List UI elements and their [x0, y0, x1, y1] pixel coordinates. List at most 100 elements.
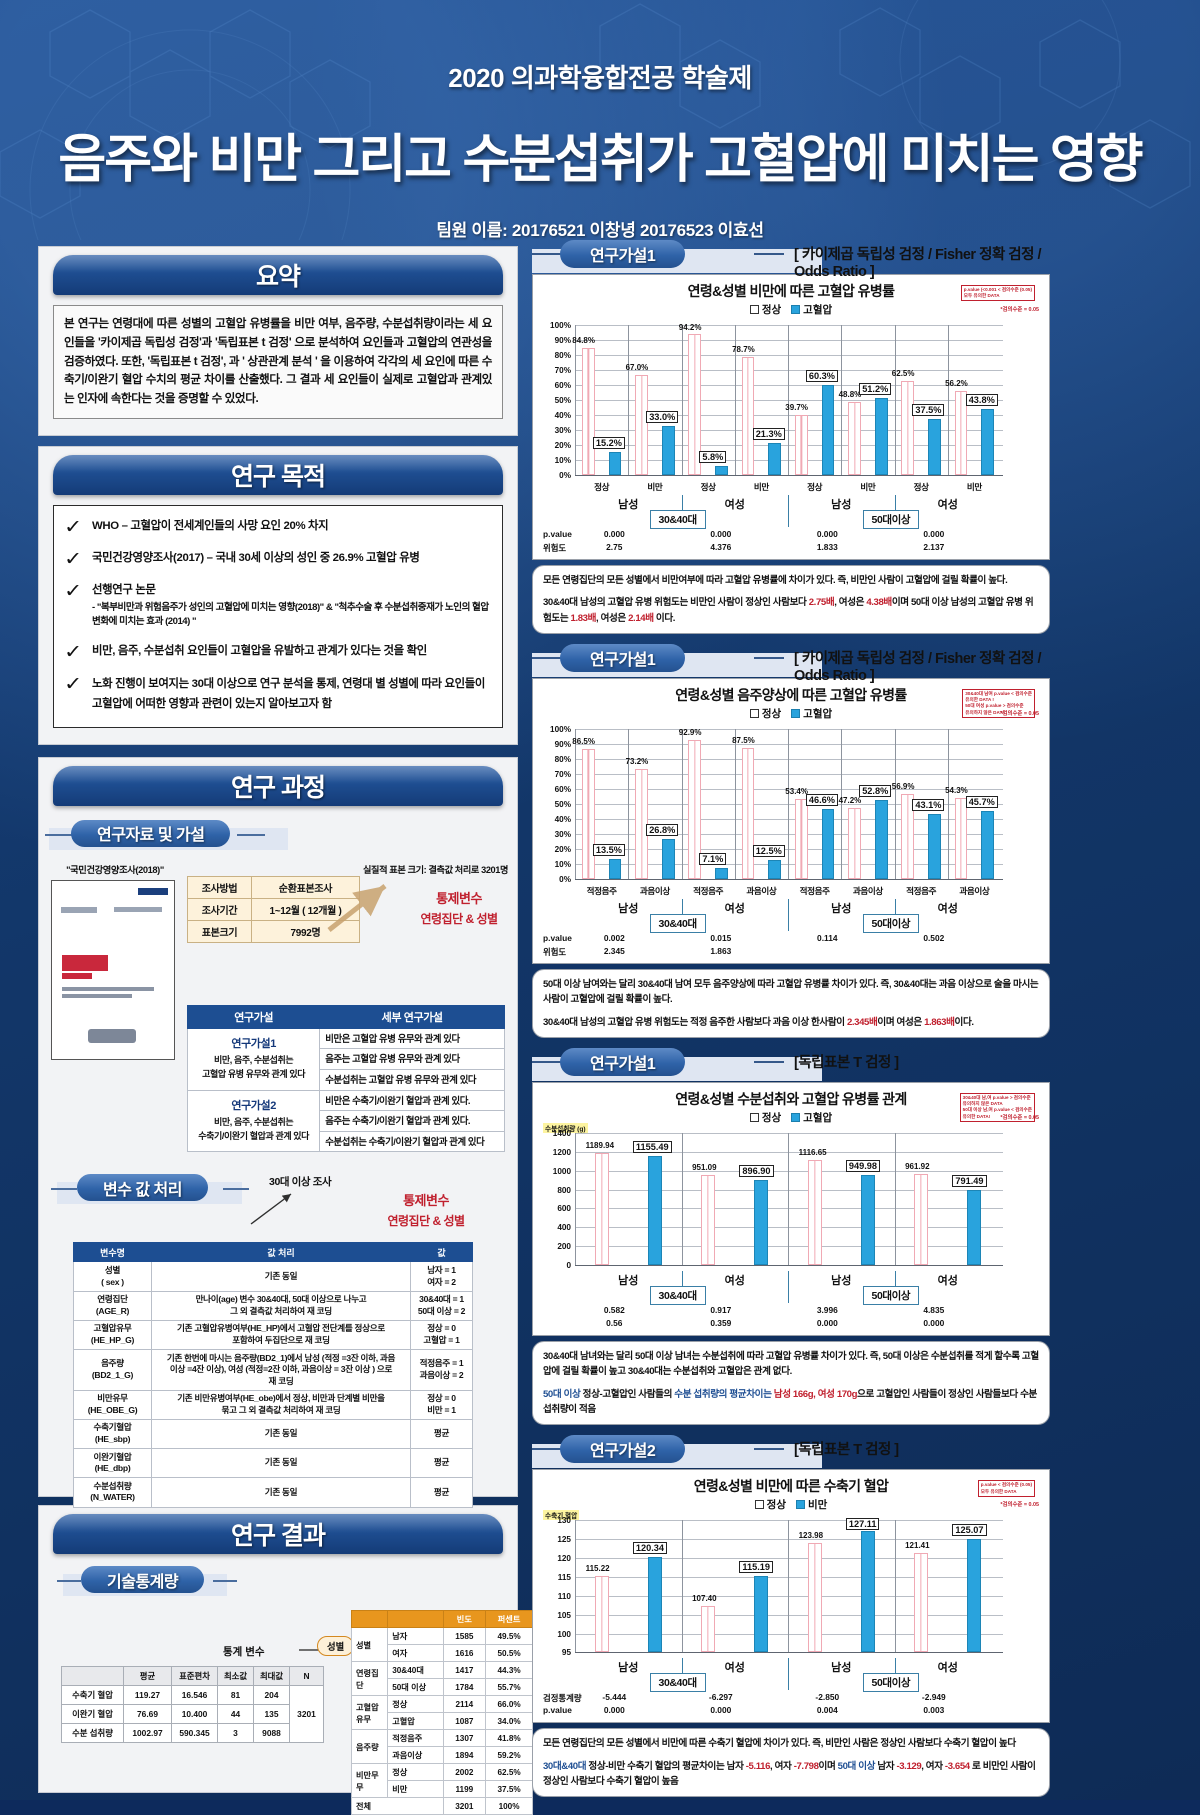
data-label: 53.4%	[785, 786, 808, 796]
group-divider	[788, 1658, 789, 1691]
control-variable-sub-2: 연령집단 & 성별	[387, 1214, 465, 1229]
bar-series2	[981, 810, 995, 880]
stat-row: p.value 0.000 0.000 0.000 0.000	[541, 529, 1005, 542]
gridline	[575, 340, 1003, 341]
group-label: 남성	[831, 903, 852, 916]
data-label: 78.7%	[732, 344, 755, 354]
results-panel: 연구 결과 기술통계량 통계 변수 평균 표준편차 최소값 최대값 N 수축기 혈압	[38, 1505, 533, 1815]
data-label: 62.5%	[891, 369, 915, 379]
age-group-box: 50대이상	[862, 1286, 920, 1306]
group-separator	[681, 1520, 683, 1653]
x-axis-tick: 비만	[753, 482, 769, 492]
bar-series1	[701, 1605, 716, 1653]
table-row: 여자 1616 50.5%	[352, 1644, 533, 1663]
x-axis-tick: 과음이상	[959, 886, 990, 897]
group-label: 남성	[831, 499, 852, 511]
table-row: 수분섭취량(N_WATER) 기존 동일 평균	[73, 1477, 473, 1508]
bar-series1	[794, 415, 808, 475]
gridline	[575, 1151, 1003, 1153]
group-label: 남성	[618, 903, 639, 916]
data-label: 13.5%	[592, 843, 625, 856]
page-title: 음주와 비만 그리고 수분섭취가 고혈압에 미치는 영향	[58, 131, 1143, 189]
group-label: 남성	[618, 1662, 639, 1675]
group-label: 여성	[937, 1662, 958, 1675]
group-separator	[894, 1133, 896, 1266]
bar-series2	[768, 443, 782, 475]
data-label: 125.07	[952, 1524, 987, 1537]
data-label: 67.0%	[625, 362, 649, 372]
data-label: 1189.94	[585, 1140, 615, 1150]
legend-item: 비만	[796, 1497, 827, 1512]
plot-area: 100% 90% 80% 70% 60% 50% 40% 30% 20% 10% 0% 86.5% 13…	[541, 725, 1005, 884]
table-header-row: 평균 표준편차 최소값 최대값 N	[61, 1666, 324, 1687]
y-axis-tick: 100%	[550, 725, 571, 735]
legend-item: 정상	[749, 706, 781, 721]
group-label: 남성	[831, 1662, 852, 1675]
y-axis-tick: 100	[557, 1629, 571, 1639]
x-axis-tick: 정상	[807, 482, 823, 492]
gridline	[575, 789, 1003, 791]
bar-series2	[874, 398, 888, 475]
bar-series2	[754, 1180, 769, 1266]
poster-subtitle: 2020 의과학융합전공 학술제	[448, 63, 752, 93]
data-label: 115.22	[585, 1564, 610, 1574]
legend-swatch	[796, 1500, 805, 1510]
list-item: ✓ WHO – 고혈압이 전세계인들의 사망 요인 20% 차지	[64, 518, 492, 537]
bar-series2	[821, 809, 835, 880]
group-separator	[894, 729, 896, 880]
pill-research-data: 연구자료 및 가설	[71, 819, 231, 847]
table-row: 비만유무 (HE_OBE_G) 기존 비만유병여부(HE_obe)에서 정상, 비만…	[73, 1389, 473, 1420]
table-row: 고혈압 1087 34.0%	[352, 1712, 533, 1731]
stat-value: 0.000	[710, 1705, 732, 1716]
bar-series1	[701, 1175, 716, 1266]
bar-series2	[967, 1190, 982, 1266]
stat-row: p.value 0.002 0.015 0.114 0.502	[541, 933, 1005, 946]
chart-title: 연령&성별 수분섭취와 고혈압 유병률 관계	[675, 1091, 907, 1108]
table-row: 음주는 수축기/이완기 혈압과 관계 있다.	[188, 1110, 505, 1132]
summary-banner: 요약	[53, 255, 503, 295]
bar-series1	[848, 401, 861, 475]
conclusion-paragraph: 30&40대 남성의 고혈압 유병 위험도는 비만인 사람이 정상인 사람보다 …	[543, 597, 1034, 624]
bar-series1	[954, 390, 968, 475]
bar-series1	[741, 356, 755, 475]
data-label: 26.8%	[646, 823, 679, 836]
table-row: 연구가설1 비만, 음주, 수분섭취는 고혈압 유병 유무와 관계 있다 비만은 …	[186, 1027, 505, 1091]
legend-swatch	[791, 305, 801, 314]
y-axis-tick: 70%	[554, 366, 571, 375]
hypothesis-table: 연구가설 세부 연구가설 연구가설1 비만, 음주, 수분섭취는 고혈압 유병 유…	[186, 1004, 505, 1153]
conclusion-paragraph: 모든 연령집단의 모든 성별에서 비만여부에 따라 고혈압 유병률에 차이가 있…	[543, 575, 1008, 586]
process-data-pill-wrap: 연구자료 및 가설	[39, 819, 517, 850]
oval-sex: 성별	[317, 1636, 355, 1657]
stat-key: 위험도	[543, 947, 567, 958]
gridline	[575, 1170, 1003, 1172]
pill-hypothesis: 연구가설1	[560, 240, 686, 268]
group-separator	[841, 325, 843, 475]
conclusion-paragraph: 30&40대 남성의 고혈압 유병 위험도는 적정 음주한 사람보다 과음 이상…	[543, 1016, 974, 1028]
bar-series2	[661, 838, 675, 880]
process-content: "국민건강영양조사(2018)" 조사방법 순환표본조사 조사기간	[39, 854, 517, 1508]
hypothesis-pill-wrap: 연구가설1 [독립표본 T 검정 ]	[532, 1048, 1050, 1082]
data-label: 5.8%	[699, 451, 727, 464]
stat-value: 0.917	[710, 1305, 732, 1316]
stat-row: 0.582 0.917 3.996 4.835	[541, 1305, 1005, 1318]
group-label: 여성	[724, 1662, 745, 1675]
y-axis-tick: 1200	[552, 1147, 571, 1157]
table-header-row: 빈도 퍼센트	[350, 1610, 533, 1629]
table-row: 이완기 혈압 76.69 10.400 44 135	[61, 1704, 324, 1725]
x-axis-tick: 정상	[594, 482, 610, 492]
control-variable-title-2: 통제변수	[403, 1193, 449, 1209]
right-column: 연구가설1 [ 카이제곱 독립성 검정 / Fisher 정확 검정 / Odd…	[532, 240, 1050, 1807]
stat-key: p.value	[543, 529, 572, 539]
gridline	[575, 1227, 1003, 1229]
y-axis-tick: 1000	[552, 1166, 571, 1176]
hypothesis-pill-wrap: 연구가설1 [ 카이제곱 독립성 검정 / Fisher 정확 검정 / Odd…	[532, 644, 1050, 684]
bar-series2	[860, 1531, 875, 1653]
stat-value: 2.75	[606, 542, 623, 552]
data-label: 1116.65	[798, 1147, 827, 1157]
y-axis-tick: 800	[557, 1185, 571, 1195]
chart-title: 연령&성별 비만에 따른 수축기 혈압	[693, 1478, 889, 1495]
y-axis-tick: 70%	[554, 770, 571, 780]
hypothesis-block-1: 연구가설1 [ 카이제곱 독립성 검정 / Fisher 정확 검정 / Odd…	[532, 240, 1050, 635]
bar-series2	[928, 814, 941, 880]
legend-swatch	[754, 1500, 764, 1510]
